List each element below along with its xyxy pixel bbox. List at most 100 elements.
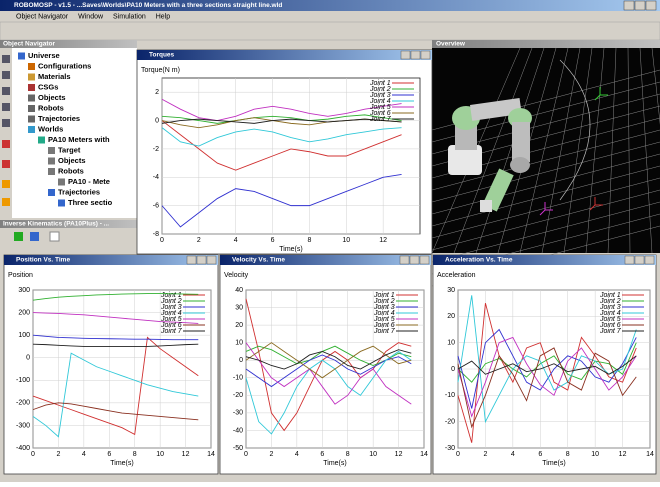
y-tick-label: -6 bbox=[153, 202, 159, 209]
y-tick-label: -8 bbox=[153, 231, 159, 238]
x-tick-label: 0 bbox=[456, 451, 460, 458]
x-tick-label: 10 bbox=[369, 451, 377, 458]
x-tick-label: 2 bbox=[56, 451, 60, 458]
menu-item[interactable]: Simulation bbox=[113, 13, 146, 20]
window-button[interactable] bbox=[420, 256, 429, 264]
legend-label: Joint 7 bbox=[160, 328, 183, 335]
window-button[interactable] bbox=[411, 51, 420, 59]
window-button[interactable] bbox=[197, 256, 206, 264]
window-button[interactable] bbox=[421, 51, 430, 59]
y-tick-label: -4 bbox=[153, 174, 159, 181]
x-tick-label: 4 bbox=[511, 451, 515, 458]
tree-icon bbox=[48, 147, 55, 154]
tree-icon bbox=[58, 179, 65, 186]
y-tick-label: 40 bbox=[235, 287, 243, 294]
window-button[interactable] bbox=[410, 256, 419, 264]
ik-icons[interactable] bbox=[14, 232, 59, 241]
tree-icon bbox=[28, 105, 35, 112]
y-axis-label: Position bbox=[8, 272, 33, 279]
window-button[interactable] bbox=[635, 256, 644, 264]
tree-icon bbox=[48, 189, 55, 196]
y-tick-label: 2 bbox=[155, 89, 159, 96]
window-button[interactable] bbox=[625, 256, 634, 264]
y-tick-label: -30 bbox=[445, 445, 455, 452]
window-button[interactable] bbox=[400, 256, 409, 264]
x-tick-label: 14 bbox=[420, 451, 428, 458]
x-tick-label: 0 bbox=[244, 451, 248, 458]
window-button[interactable] bbox=[207, 256, 216, 264]
tree-icon bbox=[28, 84, 35, 91]
y-tick-label: -30 bbox=[233, 410, 243, 417]
x-tick-label: 10 bbox=[342, 237, 350, 244]
tree-icon bbox=[48, 168, 55, 175]
y-tick-label: 20 bbox=[447, 313, 455, 320]
tree-item[interactable]: Target bbox=[58, 145, 81, 154]
window-button[interactable] bbox=[187, 256, 196, 264]
menu-item[interactable]: Window bbox=[78, 13, 104, 20]
tree-item[interactable]: Materials bbox=[38, 72, 71, 81]
x-tick-label: 4 bbox=[234, 237, 238, 244]
x-axis-label: Time(s) bbox=[323, 460, 346, 467]
tree-icon bbox=[28, 126, 35, 133]
x-tick-label: 0 bbox=[31, 451, 35, 458]
window-title: Velocity Vs. Time bbox=[232, 257, 285, 264]
menu-item[interactable]: Help bbox=[156, 13, 171, 20]
x-tick-label: 8 bbox=[566, 451, 570, 458]
panel-title: Object Navigator bbox=[3, 41, 55, 48]
x-tick-label: 12 bbox=[182, 451, 190, 458]
x-tick-label: 8 bbox=[346, 451, 350, 458]
tree-icon bbox=[28, 95, 35, 102]
y-tick-label: -40 bbox=[233, 427, 243, 434]
y-tick-label: -2 bbox=[153, 146, 159, 153]
tree-icon bbox=[18, 53, 25, 60]
tree-icon bbox=[28, 63, 35, 70]
x-tick-label: 0 bbox=[160, 237, 164, 244]
y-tick-label: 10 bbox=[447, 340, 455, 347]
legend-label: Joint 7 bbox=[599, 328, 622, 335]
app-title: ROBOMOSP - v1.5 - ...Saves\Worlds\PA10 M… bbox=[14, 2, 282, 9]
x-tick-label: 6 bbox=[320, 451, 324, 458]
window-title: Position Vs. Time bbox=[16, 257, 70, 264]
tree-item[interactable]: Three sectio bbox=[68, 198, 113, 207]
tree-item[interactable]: PA10 - Mete bbox=[68, 177, 110, 186]
x-tick-label: 6 bbox=[538, 451, 542, 458]
y-tick-label: 10 bbox=[235, 340, 243, 347]
window-button[interactable] bbox=[645, 256, 654, 264]
x-tick-label: 10 bbox=[591, 451, 599, 458]
x-tick-label: 14 bbox=[646, 451, 654, 458]
y-axis-label: Torque(N m) bbox=[141, 67, 180, 74]
x-tick-label: 12 bbox=[395, 451, 403, 458]
window-controls[interactable] bbox=[624, 1, 656, 10]
legend-label: Joint 7 bbox=[373, 328, 396, 335]
tree-icon bbox=[48, 158, 55, 165]
x-tick-label: 12 bbox=[379, 237, 387, 244]
tree-icon bbox=[38, 137, 45, 144]
tree-item[interactable]: Worlds bbox=[38, 124, 63, 133]
window-button[interactable] bbox=[401, 51, 410, 59]
y-axis-label: Velocity bbox=[224, 272, 249, 279]
panel-title: Inverse Kinematics (PA10Plus) - ... bbox=[3, 221, 109, 228]
tree-icon bbox=[28, 116, 35, 123]
tree-item[interactable]: Objects bbox=[58, 156, 86, 165]
y-tick-label: 0 bbox=[451, 366, 455, 373]
tree-item[interactable]: Objects bbox=[38, 93, 66, 102]
y-tick-label: 30 bbox=[235, 304, 243, 311]
tree-item[interactable]: Universe bbox=[28, 51, 60, 60]
y-tick-label: -10 bbox=[233, 375, 243, 382]
y-tick-label: 0 bbox=[239, 357, 243, 364]
tree-item[interactable]: Robots bbox=[58, 166, 84, 175]
tree-item[interactable]: PA10 Meters with bbox=[48, 135, 110, 144]
x-axis-label: Time(s) bbox=[542, 460, 565, 467]
y-axis-label: Acceleration bbox=[437, 272, 476, 279]
x-tick-label: 8 bbox=[307, 237, 311, 244]
tree-item[interactable]: Trajectories bbox=[38, 114, 80, 123]
y-tick-label: 0 bbox=[26, 355, 30, 362]
tree-item[interactable]: CSGs bbox=[38, 82, 58, 91]
menu-item[interactable]: Object Navigator bbox=[16, 13, 69, 20]
tree-item[interactable]: Robots bbox=[38, 103, 64, 112]
x-tick-label: 4 bbox=[82, 451, 86, 458]
x-tick-label: 6 bbox=[107, 451, 111, 458]
tree-item[interactable]: Trajectories bbox=[58, 187, 100, 196]
tree-item[interactable]: Configurations bbox=[38, 61, 91, 70]
y-tick-label: 200 bbox=[18, 309, 30, 316]
